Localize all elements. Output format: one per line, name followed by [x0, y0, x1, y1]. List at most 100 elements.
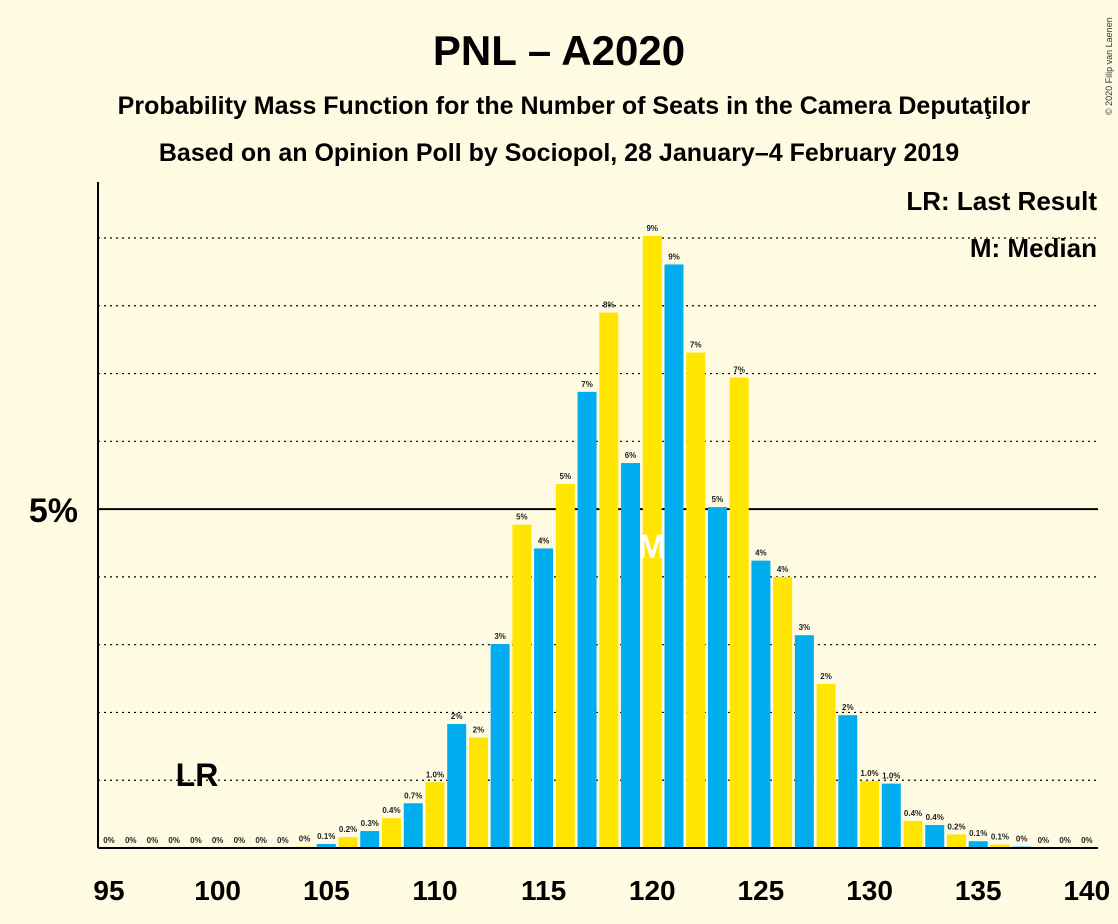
bar-label-109: 0.7% — [404, 791, 422, 800]
gridlines — [98, 237, 1098, 781]
bar-label-96: 0% — [125, 836, 137, 845]
bar-label-116: 5% — [560, 472, 572, 481]
chart-title: PNL – A2020 — [433, 27, 685, 74]
bar-111 — [447, 723, 467, 848]
bar-label-131: 1.0% — [882, 772, 900, 781]
bar-label-123: 5% — [712, 495, 724, 504]
bar-132 — [903, 820, 923, 848]
x-tick-95: 95 — [93, 875, 124, 906]
bar-label-98: 0% — [168, 836, 180, 845]
chart-source: Based on an Opinion Poll by Sociopol, 28… — [159, 139, 959, 167]
bar-label-124: 7% — [733, 366, 745, 375]
x-tick-115: 115 — [521, 875, 566, 906]
bar-label-99: 0% — [190, 836, 202, 845]
bar-107 — [360, 831, 380, 848]
x-tick-140: 140 — [1063, 875, 1110, 906]
bar-labels: 0% 0% 0% 0% 0% 0% 0% 0% 0% 0% 0.1%0.2%0.3%0.4%0.7%… — [103, 224, 1092, 845]
bar-label-136: 0.1% — [991, 833, 1009, 842]
bar-label-110: 1.0% — [426, 770, 444, 779]
bar-123 — [707, 507, 727, 848]
copyright-text: © 2020 Filip van Laenen — [1104, 17, 1114, 115]
bar-118 — [599, 312, 619, 848]
bar-122 — [686, 352, 706, 848]
bar-label-140: 0% — [1081, 836, 1093, 845]
bar-label-111: 2% — [451, 712, 463, 721]
bar-label-115: 4% — [538, 536, 550, 545]
bar-label-97: 0% — [147, 836, 159, 845]
bar-label-133: 0.4% — [926, 813, 944, 822]
legend-last-result: LR: Last Result — [906, 186, 1097, 216]
bar-134 — [946, 834, 966, 848]
bar-label-132: 0.4% — [904, 809, 922, 818]
bar-114 — [512, 524, 532, 848]
median-marker: M — [638, 528, 666, 566]
bar-label-134: 0.2% — [947, 822, 965, 831]
bar-label-122: 7% — [690, 341, 702, 350]
bar-label-113: 3% — [494, 632, 506, 641]
bar-129 — [838, 715, 858, 848]
bar-label-121: 9% — [668, 252, 680, 261]
bar-label-107: 0.3% — [361, 819, 379, 828]
x-tick-125: 125 — [738, 875, 785, 906]
chart-subtitle: Probability Mass Function for the Number… — [118, 92, 1031, 120]
bar-label-139: 0% — [1059, 836, 1071, 845]
bar-label-119: 6% — [625, 451, 637, 460]
bar-113 — [490, 643, 510, 848]
bar-117 — [577, 391, 597, 848]
bar-128 — [816, 683, 836, 848]
bar-108 — [381, 818, 401, 848]
bar-label-95: 0% — [103, 836, 115, 845]
bar-label-118: 8% — [603, 301, 615, 310]
x-tick-105: 105 — [303, 875, 350, 906]
x-tick-100: 100 — [194, 875, 241, 906]
bar-110 — [425, 782, 445, 848]
x-tick-130: 130 — [846, 875, 893, 906]
bar-label-128: 2% — [820, 672, 832, 681]
legend-median: M: Median — [970, 233, 1097, 263]
bar-label-101: 0% — [234, 836, 246, 845]
bar-135 — [968, 841, 988, 848]
bar-label-129: 2% — [842, 703, 854, 712]
x-tick-135: 135 — [955, 875, 1002, 906]
bar-label-130: 1.0% — [860, 769, 878, 778]
last-result-marker: LR — [176, 757, 219, 793]
bar-label-105: 0.1% — [317, 832, 335, 841]
bar-label-104: 0% — [299, 835, 311, 844]
bar-label-112: 2% — [473, 726, 485, 735]
bar-label-127: 3% — [799, 623, 811, 632]
bar-label-137: 0% — [1016, 835, 1028, 844]
bar-112 — [468, 737, 488, 848]
x-tick-120: 120 — [629, 875, 676, 906]
bar-label-100: 0% — [212, 836, 224, 845]
bar-121 — [664, 264, 684, 848]
bar-label-106: 0.2% — [339, 825, 357, 834]
bar-label-125: 4% — [755, 549, 767, 558]
bar-127 — [794, 635, 814, 848]
bar-136 — [990, 844, 1010, 848]
bar-130 — [860, 780, 880, 848]
bar-label-108: 0.4% — [382, 806, 400, 815]
bar-106 — [338, 837, 358, 848]
bar-label-102: 0% — [255, 836, 267, 845]
bar-label-114: 5% — [516, 513, 528, 522]
bar-125 — [751, 560, 771, 848]
bar-109 — [403, 803, 423, 848]
bar-126 — [773, 576, 793, 848]
bar-label-117: 7% — [581, 380, 593, 389]
bar-116 — [555, 484, 575, 848]
bar-label-120: 9% — [646, 224, 658, 233]
bar-label-138: 0% — [1038, 836, 1050, 845]
bar-105 — [316, 843, 336, 848]
x-tick-labels: 95 100 105 110 115 120 125 130 135 140 — [93, 875, 1110, 906]
bar-label-126: 4% — [777, 565, 789, 574]
bars — [295, 235, 1032, 848]
y-tick-label: 5% — [29, 492, 78, 530]
bar-124 — [729, 377, 749, 848]
bar-120 — [642, 235, 662, 848]
bar-label-103: 0% — [277, 836, 289, 845]
bar-label-135: 0.1% — [969, 829, 987, 838]
bar-115 — [534, 548, 554, 848]
bar-133 — [925, 824, 945, 848]
